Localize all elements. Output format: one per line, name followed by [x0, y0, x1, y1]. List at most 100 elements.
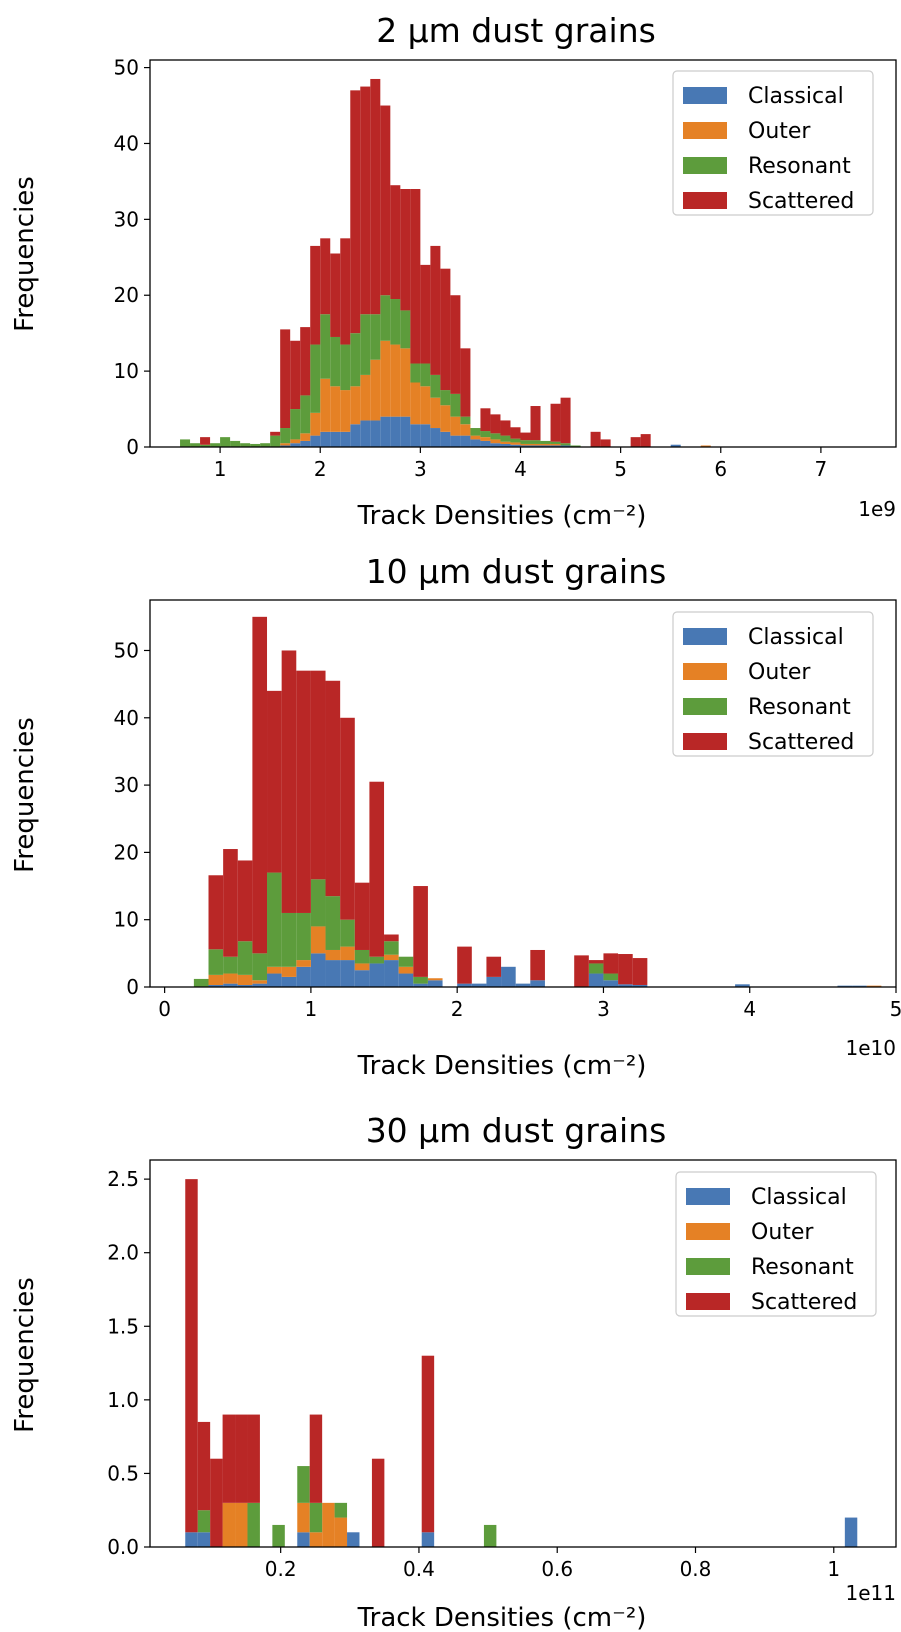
bar-outer	[398, 966, 414, 974]
legend-swatch-scattered	[686, 1293, 730, 1310]
bar-resonant	[360, 314, 371, 375]
bar-resonant	[603, 973, 619, 981]
x-tick-label: 0	[158, 997, 171, 1021]
bar-classical	[197, 1532, 211, 1547]
bar-resonant	[490, 433, 501, 440]
bar-classical	[281, 976, 297, 987]
bar-scattered	[632, 958, 648, 985]
bar-outer	[235, 1502, 248, 1547]
bar-outer	[223, 973, 238, 984]
y-tick-label: 1.0	[107, 1388, 139, 1412]
bar-scattered	[530, 406, 541, 441]
x-tick-label: 2	[451, 997, 464, 1021]
bar-classical	[618, 984, 633, 987]
bar-outer	[350, 386, 361, 425]
bar-classical	[252, 983, 268, 987]
bar-classical	[330, 431, 341, 447]
legend-frame	[672, 611, 874, 757]
bar-outer	[450, 416, 461, 436]
bar-resonant	[560, 443, 571, 446]
bar-classical	[735, 984, 750, 987]
bar-classical	[223, 983, 238, 987]
chart-title: 2 μm dust grains	[376, 11, 656, 50]
bar-classical	[427, 980, 443, 987]
legend-swatch-scattered	[683, 733, 727, 750]
y-tick-label: 0	[126, 435, 139, 459]
bar-scattered	[300, 327, 311, 396]
bar-classical	[421, 1532, 435, 1547]
legend-label-resonant: Resonant	[748, 695, 851, 720]
bar-classical	[670, 444, 681, 447]
legend-label-scattered: Scattered	[751, 1290, 857, 1315]
bar-classical	[369, 963, 385, 987]
x-tick-label: 0.4	[403, 1557, 435, 1581]
bar-resonant	[310, 344, 321, 413]
bar-scattered	[340, 717, 355, 920]
bar-resonant	[200, 444, 211, 447]
x-axis: 0 1 2 3 4 5	[158, 987, 901, 1021]
bar-resonant	[588, 963, 604, 974]
histogram-10um: 10 μm dust grains 0 10 20 30 40 50 0 1 2 3 4 5 Fre…	[10, 552, 901, 1081]
bar-classical	[632, 984, 648, 987]
bar-outer	[340, 390, 351, 432]
bar-classical	[340, 960, 355, 987]
bar-resonant	[260, 443, 271, 447]
bar-classical	[540, 445, 551, 447]
bar-resonant	[340, 344, 351, 391]
y-tick-label: 30	[114, 207, 139, 231]
bar-scattered	[310, 670, 326, 880]
bar-classical	[486, 976, 502, 987]
bar-scattered	[603, 953, 619, 974]
bar-outer	[370, 359, 381, 421]
bar-scattered	[200, 437, 211, 445]
bar-outer	[390, 344, 401, 417]
bar-classical	[290, 443, 301, 447]
bar-outer	[208, 974, 224, 985]
bar-outer	[550, 443, 561, 446]
bar-resonant	[450, 393, 461, 417]
histogram-2um: 2 μm dust grains 0 10 20 30 40 50 1 2 3 4 5 6 7 Fre…	[10, 11, 897, 531]
x-tick-label: 1	[214, 457, 227, 481]
legend-swatch-resonant	[686, 1258, 730, 1275]
plot-frame	[149, 599, 897, 988]
bar-scattered	[520, 432, 531, 441]
bar-classical	[413, 983, 428, 987]
bar-outer	[400, 348, 411, 417]
bar-scattered	[420, 264, 431, 364]
bar-classical	[296, 966, 311, 987]
bar-resonant	[300, 395, 311, 434]
bar-resonant	[296, 912, 311, 961]
bar-scattered	[510, 427, 521, 439]
x-offset-label: 1e11	[846, 1581, 896, 1605]
bar-classical	[420, 424, 431, 447]
bar-classical	[852, 985, 867, 987]
bar-resonant	[470, 428, 481, 436]
legend-label-scattered: Scattered	[748, 730, 854, 755]
bar-classical	[450, 435, 461, 447]
chart-title: 10 μm dust grains	[366, 552, 667, 591]
bar-scattered	[413, 886, 428, 977]
bar-scattered	[369, 781, 385, 957]
y-tick-label: 0	[126, 975, 139, 999]
bar-resonant	[290, 409, 301, 440]
legend-swatch-resonant	[683, 157, 727, 174]
bar-scattered	[460, 348, 471, 417]
y-tick-label: 30	[114, 773, 139, 797]
bar-outer	[380, 340, 391, 417]
bar-classical	[457, 983, 472, 987]
bar-scattered	[630, 437, 641, 447]
bar-resonant	[460, 416, 471, 425]
bar-resonant	[550, 441, 561, 444]
x-tick-label: 3	[414, 457, 427, 481]
y-tick-label: 50	[114, 638, 139, 662]
bar-classical	[500, 443, 511, 447]
bar-scattered	[223, 849, 238, 957]
x-tick-label: 2	[314, 457, 327, 481]
y-tick-label: 0.5	[107, 1461, 139, 1485]
legend-label-classical: Classical	[751, 1185, 847, 1210]
bar-classical	[370, 420, 381, 447]
bar-scattered	[290, 340, 301, 410]
bar-outer	[430, 397, 441, 429]
bar-outer	[360, 374, 371, 421]
bar-scattered	[421, 1355, 435, 1533]
